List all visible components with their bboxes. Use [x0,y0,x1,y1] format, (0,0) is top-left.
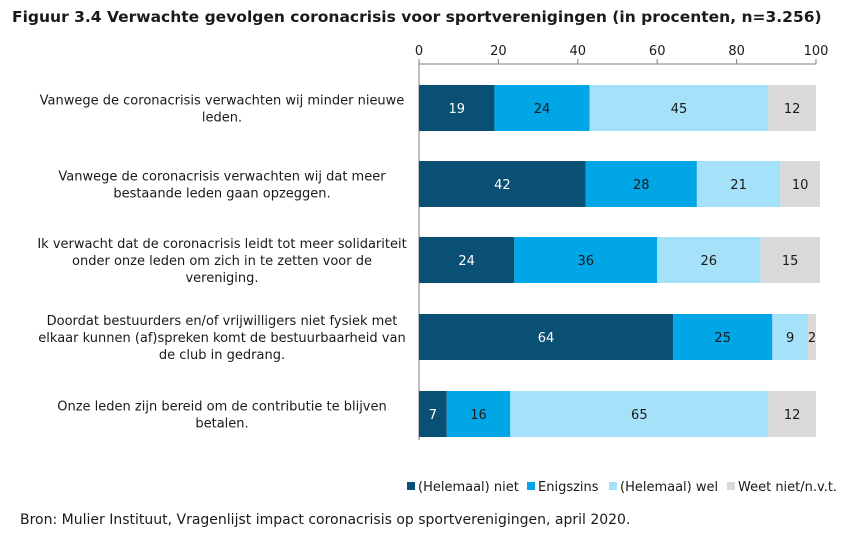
data-label: 28 [633,178,650,193]
x-tick-label: 60 [649,44,666,59]
legend-swatch [527,482,535,490]
bar-segment [772,314,809,360]
data-label: 36 [577,254,594,269]
source-note: Bron: Mulier Instituut, Vragenlijst impa… [20,512,631,528]
x-tick-label: 20 [490,44,507,59]
bar-segment [780,161,820,207]
category-label: leden. [202,111,242,126]
bar-segment [673,314,773,360]
bar-segment [514,237,658,283]
legend-swatch [727,482,735,490]
legend-label: Enigszins [538,480,599,495]
data-label: 10 [792,178,809,193]
category-label: onder onze leden om zich in te zetten vo… [72,254,372,269]
data-label: 12 [784,102,801,117]
bars: 19 24 45 12 42 28 21 10 24 36 26 15 64 25 9 2 7 16 65 12 [419,85,820,437]
category-label: vereniging. [185,271,258,286]
legend-label: (Helemaal) niet [418,480,519,495]
category-label: elkaar kunnen (af)spreken komt de bestuu… [38,331,405,346]
bar-segment [760,237,820,283]
bar-segment [808,314,816,360]
data-label: 42 [494,178,511,193]
category-labels: Vanwege de coronacrisis verwachten wij m… [37,94,406,432]
data-label: 16 [470,408,487,423]
category-label: Ik verwacht dat de coronacrisis leidt to… [37,237,406,252]
legend-label: (Helemaal) wel [620,480,718,495]
bar-segment [768,391,816,437]
category-label: de club in gedrang. [159,348,285,363]
data-label: 45 [671,102,688,117]
bar-segment [510,391,769,437]
legend-swatch [609,482,617,490]
bar-segment [446,391,511,437]
bar-segment [657,237,761,283]
data-label: 26 [701,254,718,269]
bar-segment [419,161,586,207]
data-label: 9 [786,331,794,346]
data-label: 25 [714,331,731,346]
data-label: 21 [730,178,747,193]
data-label: 19 [448,102,465,117]
bar-segment [419,85,495,131]
bar-segment [494,85,590,131]
x-tick-label: 80 [728,44,745,59]
category-label: bestaande leden gaan opzeggen. [113,187,330,202]
bar-segment [419,237,515,283]
legend-swatch [407,482,415,490]
x-tick-label: 100 [804,44,829,59]
bar-segment [419,314,674,360]
category-label: betalen. [195,417,248,432]
category-label: Onze leden zijn bereid om de contributie… [57,400,386,415]
data-label: 65 [631,408,648,423]
legend: (Helemaal) niet Enigszins (Helemaal) wel We… [407,480,837,495]
x-tick-label: 0 [415,44,423,59]
bar-segment [585,161,697,207]
data-label: 7 [429,408,437,423]
bar-segment [696,161,781,207]
data-label: 15 [782,254,799,269]
data-label: 2 [808,331,816,346]
legend-label: Weet niet/n.v.t. [738,480,837,495]
data-label: 64 [538,331,555,346]
data-label: 12 [784,408,801,423]
category-label: Vanwege de coronacrisis verwachten wij d… [58,170,386,185]
bar-segment [768,85,816,131]
x-tick-label: 40 [570,44,587,59]
bar-segment [589,85,769,131]
category-label: Doordat bestuurders en/of vrijwilligers … [47,314,398,329]
chart-title: Figuur 3.4 Verwachte gevolgen coronacris… [12,8,822,26]
data-label: 24 [534,102,551,117]
data-label: 24 [458,254,475,269]
bar-segment [419,391,447,437]
category-label: Vanwege de coronacrisis verwachten wij m… [40,94,405,109]
